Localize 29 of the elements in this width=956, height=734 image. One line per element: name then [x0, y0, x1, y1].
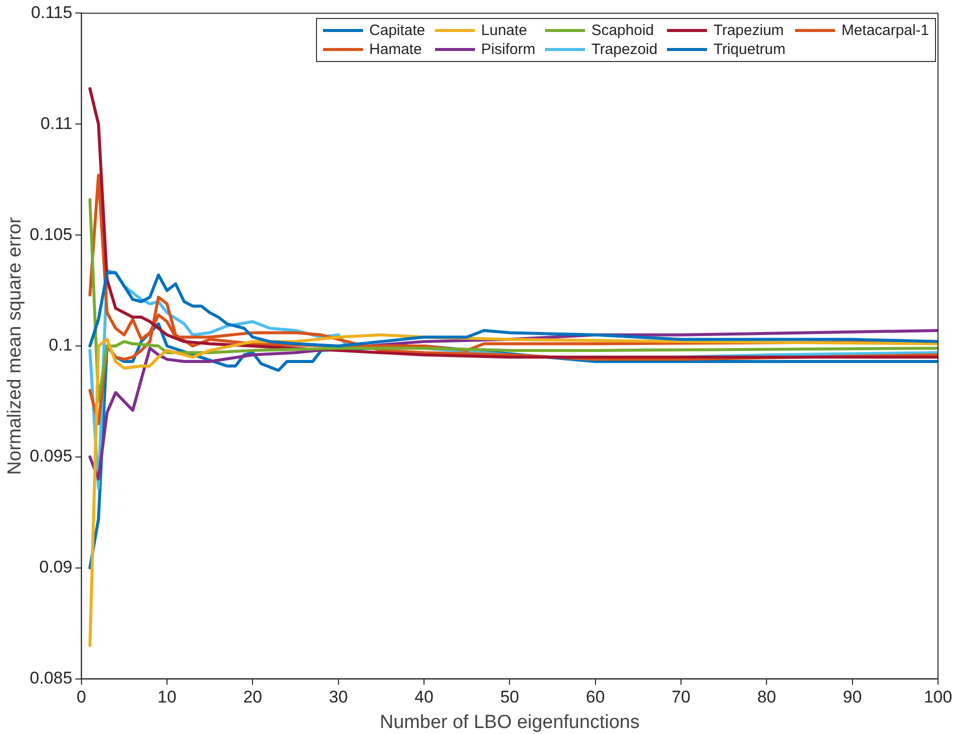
- x-tick-label: 90: [842, 688, 862, 707]
- y-tick-label: 0.11: [40, 114, 72, 133]
- x-tick-label: 20: [243, 688, 262, 707]
- x-tick-label: 40: [414, 688, 434, 707]
- y-tick-label: 0.1: [48, 336, 72, 355]
- x-tick-label: 10: [158, 688, 176, 707]
- x-tick-label: 100: [924, 688, 952, 707]
- x-tick-label: 0: [76, 688, 86, 707]
- x-tick-label: 60: [586, 688, 605, 707]
- y-tick-label: 0.09: [39, 558, 72, 577]
- y-tick-label: 0.085: [30, 668, 72, 688]
- legend-label: Pisiform: [481, 41, 536, 58]
- y-tick-label: 0.105: [30, 224, 72, 244]
- y-tick-label: 0.095: [30, 446, 72, 466]
- x-tick-label: 80: [757, 688, 776, 707]
- y-axis-title: Normalized mean square error: [4, 216, 26, 475]
- x-axis-title: Number of LBO eigenfunctions: [380, 712, 640, 733]
- legend-label: Scaphoid: [591, 22, 654, 39]
- legend-label: Trapezoid: [591, 41, 658, 58]
- legend-label: Triquetrum: [713, 41, 786, 58]
- x-tick-label: 70: [672, 688, 690, 707]
- legend-label: Metacarpal-1: [841, 22, 929, 39]
- legend-label: Hamate: [369, 41, 422, 58]
- y-tick-label: 0.115: [31, 2, 72, 22]
- legend-label: Lunate: [481, 22, 528, 39]
- x-tick-label: 50: [500, 688, 520, 707]
- x-tick-label: 30: [328, 688, 348, 707]
- legend-label: Capitate: [369, 22, 426, 39]
- legend-label: Trapezium: [713, 22, 784, 39]
